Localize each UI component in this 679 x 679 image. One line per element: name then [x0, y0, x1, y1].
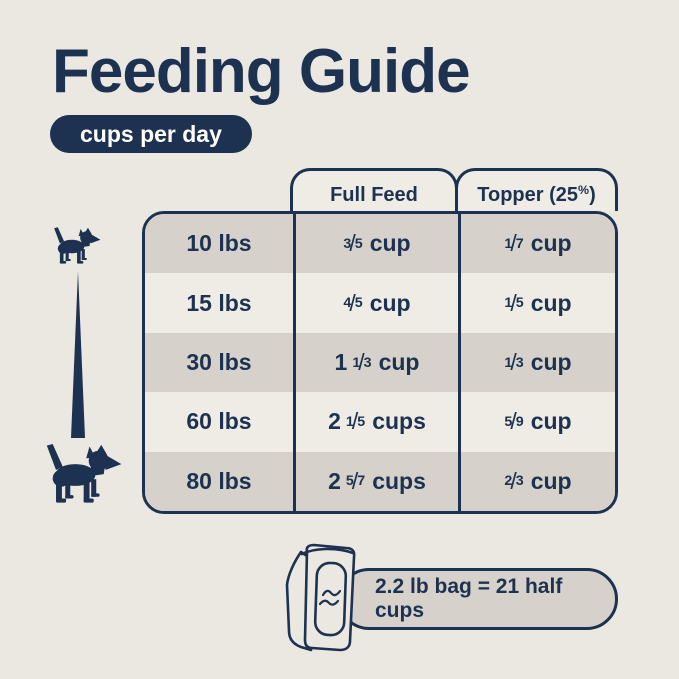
topper-cell: 5/9 cup [458, 392, 615, 452]
topper-cell: 2/3 cup [458, 451, 615, 511]
weight-cell: 60 lbs [145, 392, 293, 452]
weight-cell: 80 lbs [145, 451, 293, 511]
column-header-full-feed: Full Feed [290, 168, 458, 211]
weight-cell: 30 lbs [145, 332, 293, 393]
full-feed-cell: 2 5/7 cups [293, 451, 458, 511]
topper-label: Topper (25%) [477, 183, 596, 206]
full-feed-cell: 1 1/3 cup [293, 332, 458, 393]
bag-yield-note: 2.2 lb bag = 21 half cups [338, 568, 618, 630]
cups-per-day-badge: cups per day [50, 115, 252, 153]
table-row: 60 lbs 2 1/5 cups 5/9 cup [145, 392, 615, 452]
small-dog-icon [54, 227, 101, 264]
table-row: 15 lbs 4/5 cup 1/5 cup [145, 273, 615, 333]
topper-cell: 1/7 cup [458, 214, 615, 274]
cups-per-day-badge-label: cups per day [80, 120, 222, 147]
large-dog-icon [46, 444, 122, 503]
table-row: 30 lbs 1 1/3 cup 1/3 cup [145, 332, 615, 393]
bag-yield-note-label: 2.2 lb bag = 21 half cups [375, 575, 563, 622]
full-feed-label: Full Feed [330, 183, 418, 206]
table-row: 80 lbs 2 5/7 cups 2/3 cup [145, 451, 615, 511]
page-title: Feeding Guide [52, 37, 471, 106]
dog-food-bag-icon [285, 543, 356, 652]
feeding-table: 10 lbs 3/5 cup 1/7 cup 15 lbs 4/5 cup 1/5 cup 30 l… [142, 211, 618, 514]
table-row: 10 lbs 3/5 cup 1/7 cup [145, 214, 615, 274]
topper-cell: 1/5 cup [458, 273, 615, 333]
column-header-topper: Topper (25%) [455, 168, 618, 211]
topper-cell: 1/3 cup [458, 332, 615, 393]
weight-cell: 15 lbs [145, 273, 293, 333]
full-feed-cell: 3/5 cup [293, 214, 458, 274]
weight-cell: 10 lbs [145, 214, 293, 274]
size-gradient-wedge [71, 271, 85, 438]
full-feed-cell: 4/5 cup [293, 273, 458, 333]
full-feed-cell: 2 1/5 cups [293, 392, 458, 452]
